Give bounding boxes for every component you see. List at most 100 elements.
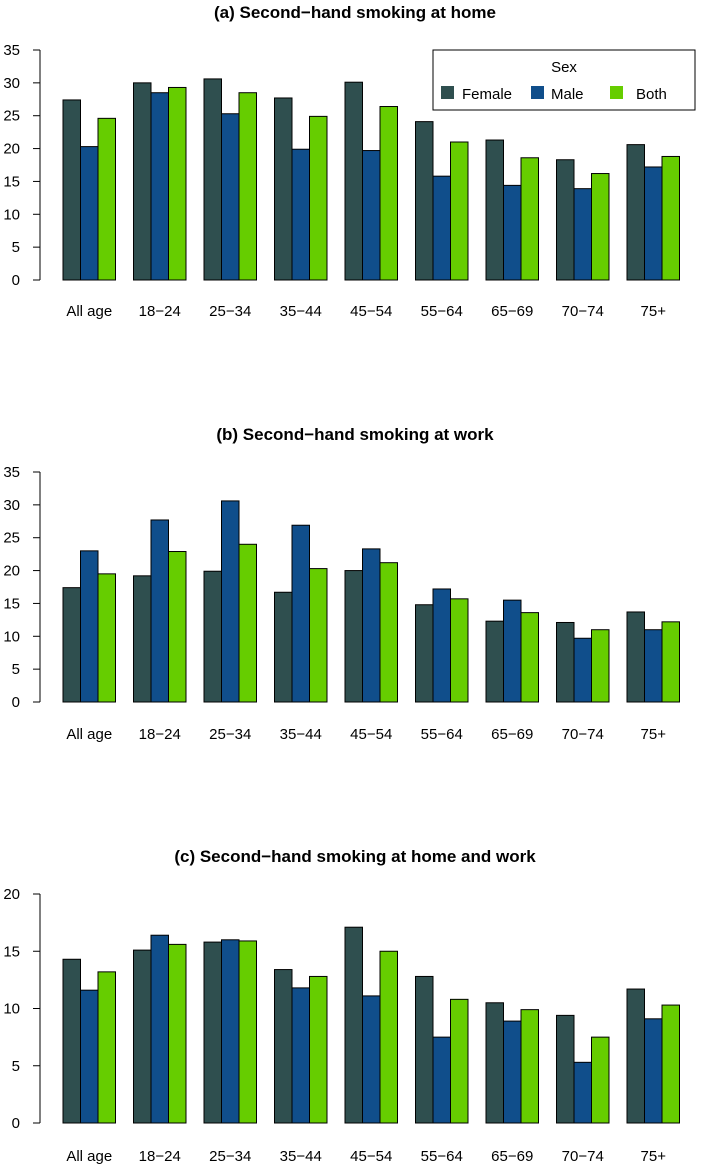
category-label: 35−44 [280,726,322,743]
bar-male [150,934,169,1124]
bar-both [97,117,116,281]
bar-male [150,519,169,703]
bar-both [168,551,187,703]
bar-female [626,144,645,281]
bar-male [362,150,381,281]
bar-female [415,121,434,281]
bar-male [573,188,592,281]
y-tick-label: 30 [3,497,20,514]
bar-female [133,82,152,281]
panel-title: (c) Second−hand smoking at home and work [174,847,536,866]
bar-female [626,988,645,1124]
bar-male [503,599,522,703]
category-label: 25−34 [209,303,251,320]
y-tick-label: 20 [3,563,20,580]
legend-label-female: Female [462,86,512,103]
bar-female [556,621,575,703]
category-label: 70−74 [562,1148,604,1165]
bar-female [485,1002,504,1124]
bar-both [591,173,610,281]
bar-both [450,998,469,1124]
bar-male [80,146,99,281]
bar-female [203,941,222,1124]
legend: Sex Female Male Both [432,49,696,111]
category-label: All age [66,1148,112,1165]
y-tick-label: 35 [3,42,20,59]
panel-title: (b) Second−hand smoking at work [216,425,494,444]
category-label: 45−54 [350,726,392,743]
category-label: All age [66,726,112,743]
y-tick-label: 15 [3,595,20,612]
legend-label-male: Male [551,86,584,103]
bar-male [573,637,592,703]
bar-female [344,570,363,703]
category-label: 25−34 [209,726,251,743]
category-label: 65−69 [491,303,533,320]
bar-both [379,950,398,1124]
y-tick-label: 10 [3,1001,20,1018]
bar-both [97,573,116,703]
bar-male [503,184,522,281]
bar-male [644,166,663,281]
y-tick-label: 5 [12,1058,20,1075]
category-label: 55−64 [421,303,463,320]
bar-both [591,1036,610,1124]
bar-female [62,587,81,703]
bar-female [203,78,222,281]
bar-female [274,969,293,1124]
bar-male [150,92,169,281]
bar-male [573,1061,592,1124]
bar-both [168,943,187,1124]
category-label: 55−64 [421,726,463,743]
panel-a: (a) Second−hand smoking at home 0 5 10 15 20 2… [3,3,680,320]
bar-female [344,81,363,281]
category-label: 25−34 [209,1148,251,1165]
y-tick-label: 15 [3,173,20,190]
y-tick-label: 20 [3,886,20,903]
category-label: 65−69 [491,726,533,743]
bar-both [520,1009,539,1124]
bar-male [221,939,240,1124]
bar-both [168,86,187,281]
category-label: 35−44 [280,1148,322,1165]
category-label: 45−54 [350,303,392,320]
bar-both [238,543,257,703]
bar-female [415,975,434,1124]
category-label: 75+ [641,726,667,743]
bar-male [291,148,310,281]
bar-both [661,1004,680,1124]
legend-box [432,49,696,111]
bar-both [520,157,539,281]
bar-male [362,995,381,1124]
bar-male [80,989,99,1124]
legend-swatch-female [441,86,454,99]
bar-both [379,106,398,281]
bar-both [238,92,257,281]
category-label: All age [66,303,112,320]
y-tick-label: 10 [3,206,20,223]
bar-male [291,987,310,1124]
bar-both [661,621,680,703]
y-tick-label: 0 [12,694,20,711]
category-label: 18−24 [139,726,181,743]
bar-male [644,629,663,703]
bar-female [274,591,293,703]
y-tick-label: 0 [12,1115,20,1132]
bar-both [450,141,469,281]
bar-female [203,570,222,703]
category-label: 70−74 [562,303,604,320]
bar-both [591,629,610,703]
bar-male [432,175,451,281]
legend-swatch-male [531,86,544,99]
y-tick-label: 20 [3,141,20,158]
bar-female [626,611,645,703]
panel-b: (b) Second−hand smoking at work 0 5 10 15 20 2… [3,425,680,743]
bar-both [379,562,398,703]
bar-female [62,99,81,281]
y-tick-label: 25 [3,530,20,547]
category-label: 70−74 [562,726,604,743]
bar-female [485,139,504,281]
bar-male [80,550,99,703]
category-label: 75+ [641,1148,667,1165]
bar-both [450,598,469,703]
